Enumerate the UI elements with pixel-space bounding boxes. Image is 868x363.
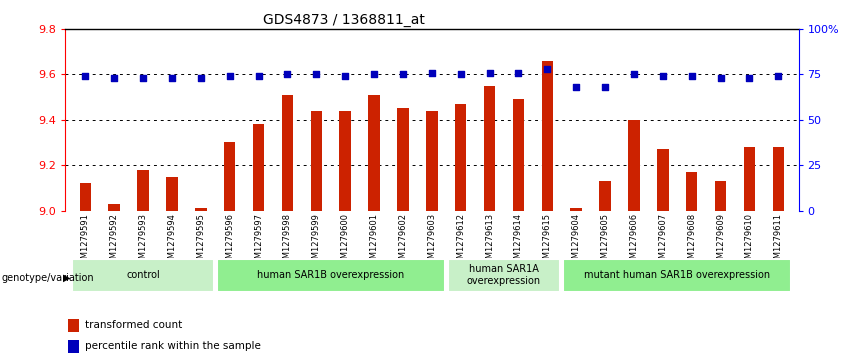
Point bbox=[685, 73, 699, 79]
Point bbox=[165, 75, 179, 81]
Bar bbox=[657, 149, 668, 211]
Point bbox=[223, 73, 237, 79]
Bar bbox=[68, 339, 79, 353]
Bar bbox=[68, 319, 79, 332]
Text: GSM1279606: GSM1279606 bbox=[629, 213, 639, 269]
Text: GSM1279596: GSM1279596 bbox=[225, 213, 234, 269]
Text: GSM1279595: GSM1279595 bbox=[196, 213, 206, 269]
Text: GSM1279615: GSM1279615 bbox=[542, 213, 552, 269]
Bar bbox=[542, 61, 553, 211]
Bar bbox=[253, 124, 265, 211]
Text: GSM1279603: GSM1279603 bbox=[427, 213, 437, 269]
Point bbox=[252, 73, 266, 79]
Point bbox=[656, 73, 670, 79]
Point bbox=[627, 72, 641, 77]
Text: GSM1279600: GSM1279600 bbox=[341, 213, 350, 269]
Bar bbox=[282, 95, 293, 211]
Bar bbox=[513, 99, 524, 211]
Bar bbox=[686, 172, 698, 211]
Bar bbox=[137, 170, 148, 211]
Bar bbox=[339, 111, 351, 211]
Point bbox=[483, 70, 496, 76]
FancyBboxPatch shape bbox=[448, 258, 561, 292]
Text: mutant human SAR1B overexpression: mutant human SAR1B overexpression bbox=[584, 270, 770, 280]
Point bbox=[742, 75, 756, 81]
Point bbox=[108, 75, 122, 81]
Text: GSM1279612: GSM1279612 bbox=[457, 213, 465, 269]
Text: GSM1279609: GSM1279609 bbox=[716, 213, 725, 269]
Text: GSM1279601: GSM1279601 bbox=[370, 213, 378, 269]
Point bbox=[541, 66, 555, 72]
FancyBboxPatch shape bbox=[563, 258, 792, 292]
Point bbox=[280, 72, 294, 77]
Text: GSM1279613: GSM1279613 bbox=[485, 213, 494, 269]
Bar bbox=[368, 95, 380, 211]
Bar bbox=[744, 147, 755, 211]
Title: GDS4873 / 1368811_at: GDS4873 / 1368811_at bbox=[263, 13, 424, 26]
Bar bbox=[80, 183, 91, 211]
Bar bbox=[455, 104, 466, 211]
Text: GSM1279598: GSM1279598 bbox=[283, 213, 292, 269]
Text: transformed count: transformed count bbox=[85, 321, 182, 330]
Text: genotype/variation: genotype/variation bbox=[2, 273, 95, 283]
Point bbox=[367, 72, 381, 77]
Bar bbox=[108, 204, 120, 211]
Text: GSM1279593: GSM1279593 bbox=[139, 213, 148, 269]
Text: GSM1279611: GSM1279611 bbox=[774, 213, 783, 269]
Point bbox=[598, 84, 612, 90]
Text: GSM1279614: GSM1279614 bbox=[514, 213, 523, 269]
Text: GSM1279605: GSM1279605 bbox=[601, 213, 609, 269]
Text: GSM1279591: GSM1279591 bbox=[81, 213, 89, 269]
Bar bbox=[311, 111, 322, 211]
Text: GSM1279610: GSM1279610 bbox=[745, 213, 754, 269]
Bar bbox=[195, 208, 207, 211]
Text: GSM1279599: GSM1279599 bbox=[312, 213, 321, 269]
Text: human SAR1B overexpression: human SAR1B overexpression bbox=[257, 270, 404, 280]
Bar bbox=[773, 147, 784, 211]
Bar bbox=[628, 120, 640, 211]
Text: control: control bbox=[126, 270, 160, 280]
Point bbox=[454, 72, 468, 77]
Text: human SAR1A
overexpression: human SAR1A overexpression bbox=[467, 264, 541, 286]
Text: GSM1279602: GSM1279602 bbox=[398, 213, 407, 269]
Bar bbox=[483, 86, 496, 211]
Bar bbox=[599, 181, 611, 211]
Point bbox=[78, 73, 92, 79]
Bar bbox=[398, 109, 409, 211]
FancyBboxPatch shape bbox=[72, 258, 214, 292]
Point bbox=[309, 72, 323, 77]
Bar bbox=[426, 111, 437, 211]
Point bbox=[569, 84, 583, 90]
Bar bbox=[570, 208, 582, 211]
Point bbox=[194, 75, 207, 81]
Text: percentile rank within the sample: percentile rank within the sample bbox=[85, 341, 260, 351]
Point bbox=[396, 72, 410, 77]
Bar bbox=[224, 142, 235, 211]
Point bbox=[511, 70, 525, 76]
Text: GSM1279597: GSM1279597 bbox=[254, 213, 263, 269]
FancyBboxPatch shape bbox=[217, 258, 444, 292]
Text: GSM1279592: GSM1279592 bbox=[109, 213, 119, 269]
Text: ▶: ▶ bbox=[63, 273, 71, 283]
Bar bbox=[166, 176, 178, 211]
Bar bbox=[715, 181, 727, 211]
Point bbox=[772, 73, 786, 79]
Text: GSM1279607: GSM1279607 bbox=[658, 213, 667, 269]
Point bbox=[339, 73, 352, 79]
Text: GSM1279608: GSM1279608 bbox=[687, 213, 696, 269]
Point bbox=[713, 75, 727, 81]
Text: GSM1279594: GSM1279594 bbox=[168, 213, 176, 269]
Text: GSM1279604: GSM1279604 bbox=[572, 213, 581, 269]
Point bbox=[136, 75, 150, 81]
Point bbox=[424, 70, 438, 76]
